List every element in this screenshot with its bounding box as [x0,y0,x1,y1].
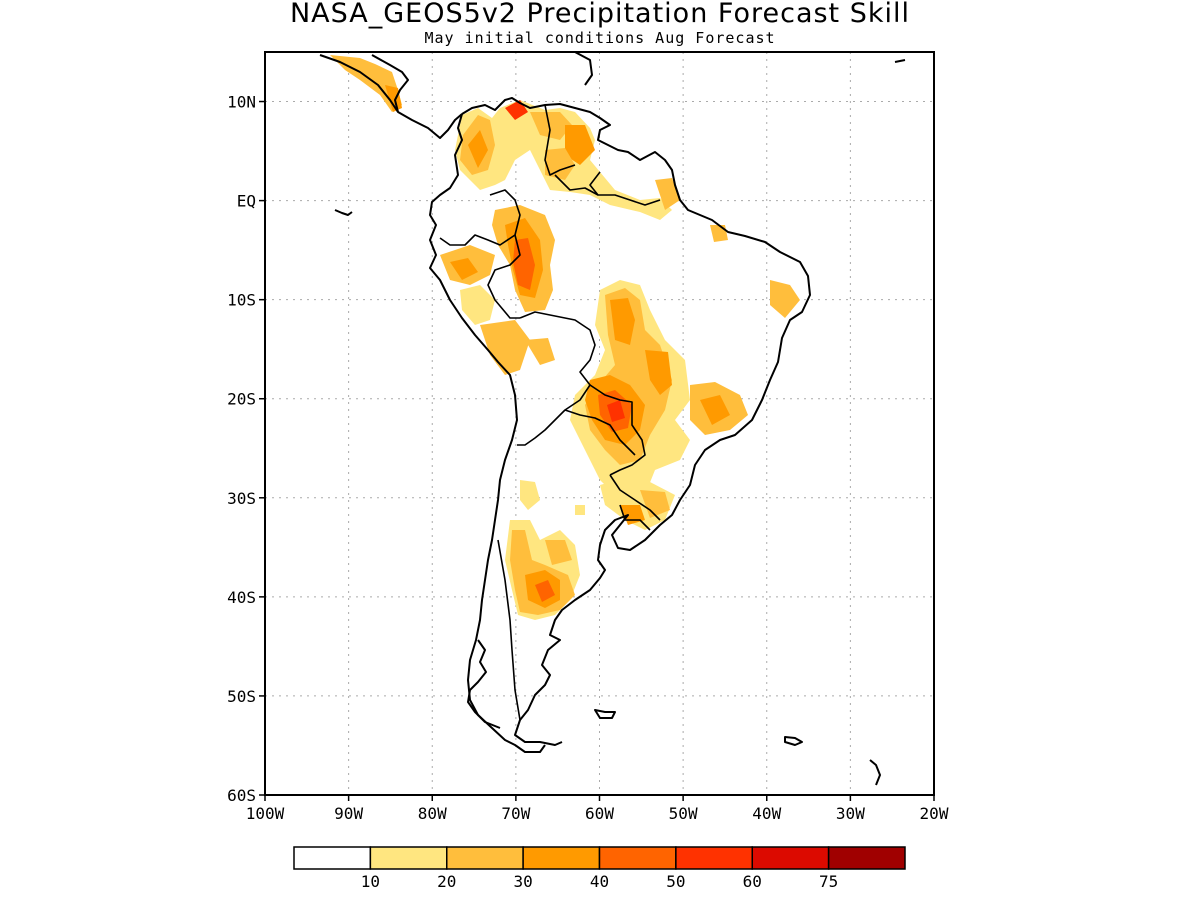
y-tick-label: 60S [227,786,256,805]
x-tick-label: 40W [752,804,781,823]
y-tick-label: EQ [237,192,256,211]
colorbar-label: 20 [437,872,456,891]
y-tick-label: 20S [227,390,256,409]
colorbar-label: 10 [361,872,380,891]
y-tick-label: 50S [227,687,256,706]
colorbar-label: 75 [819,872,838,891]
skill-shading [330,55,800,620]
colorbar-swatch [675,846,753,870]
y-tick-label: 10N [227,93,256,112]
x-tick-label: 30W [836,804,865,823]
colorbar-swatch [522,846,601,870]
colorbar-label: 40 [590,872,609,891]
chart-title: NASA_GEOS5v2 Precipitation Forecast Skil… [289,0,911,29]
colorbar-swatch [827,846,906,870]
x-tick-label: 50W [669,804,698,823]
colorbar-swatch [369,846,448,870]
x-tick-label: 60W [585,804,614,823]
colorbar-swatch [293,846,372,870]
colorbar-swatch [446,846,524,870]
country-borders [439,104,661,721]
colorbar-swatch [751,846,830,870]
x-tick-label: 20W [920,804,949,823]
y-axis: 10N EQ 10S 20S 30S 40S 50S 60S [227,93,935,805]
x-tick-label: 90W [334,804,363,823]
x-tick-label: 80W [418,804,447,823]
colorbar-swatch [598,846,677,870]
y-tick-label: 10S [227,291,256,310]
colorbar: 10 20 30 40 50 60 75 [293,846,906,891]
coastlines [319,52,906,786]
x-tick-label: 70W [501,804,530,823]
x-tick-label: 100W [246,804,285,823]
colorbar-label: 30 [513,872,532,891]
y-tick-label: 30S [227,489,256,508]
x-axis: 100W 90W 80W 70W 60W 50W 40W 30W 20W [246,804,949,823]
colorbar-label: 50 [666,872,685,891]
colorbar-label: 60 [743,872,762,891]
y-tick-label: 40S [227,588,256,607]
chart-subtitle: May initial conditions Aug Forecast [424,29,776,47]
